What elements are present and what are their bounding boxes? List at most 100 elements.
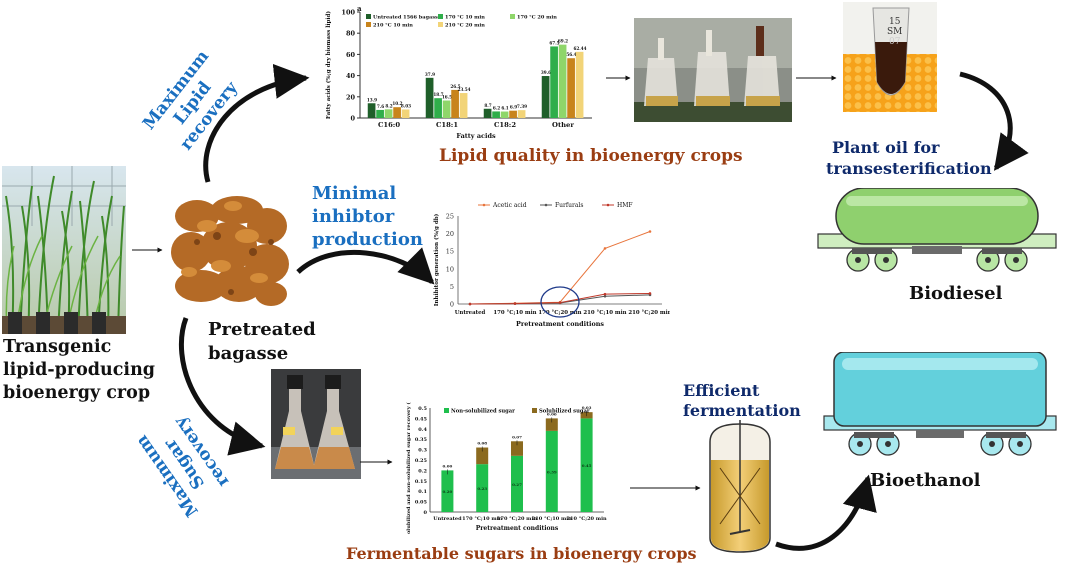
minimal-inhibitor-line3: production — [312, 229, 423, 250]
sugar-segment-label: 0.20 — [443, 489, 453, 494]
lipid-bar-label: 67.5 — [549, 40, 559, 45]
minimal-inhibitor-line2: inhibtor — [312, 206, 395, 227]
lipid-bar-label: 69.2 — [558, 39, 568, 44]
inhibitor-chart: 0 5 10 15 20 25 Untreated 170 °C;10 min 170 °C;2… — [433, 202, 670, 328]
bioethanol-tanker — [823, 352, 1057, 456]
crop-label-line2: lipid-producing — [3, 360, 156, 380]
lipid-bar-label: 6.2 — [493, 105, 500, 110]
sugar-segment-label: 0.00 — [443, 463, 453, 468]
sugar-segment-label: 0.39 — [547, 469, 557, 474]
inhibitor-category-label: 170 °C;20 min — [538, 310, 581, 316]
crop-label-line3: bioenergy crop — [3, 383, 151, 403]
pretreated-label: Pretreated bagasse — [208, 318, 316, 366]
sugar-legend-label: Non-solubilized sugar — [451, 409, 515, 415]
plant-oil-line2: transesterification — [826, 159, 992, 178]
lipid-bar-label: 26.5 — [450, 84, 460, 89]
efficient-fermentation-label: Efficient fermentation — [683, 381, 801, 421]
sugar-segment-label: 0.45 — [582, 463, 592, 468]
sugar-category-label: 210 °C;10 min — [532, 516, 572, 522]
lipid-bar-label: 62.44 — [573, 46, 586, 51]
plant-oil-label: Plant oil for transesterification — [826, 137, 992, 179]
inhibitor-category-label: 210 °C;10 min — [583, 310, 626, 316]
lipid-bar-label: 7.6 — [377, 104, 384, 109]
lipid-category-label: Other — [552, 121, 574, 129]
inhibitor-legend-marker — [482, 203, 486, 207]
minimal-inhibitor-line1: Minimal — [312, 183, 397, 204]
sugar-y-tick-label: 0.2 — [418, 468, 427, 474]
inhibitor-point — [603, 292, 607, 296]
minimal-inhibitor-label: Minimal inhibtor production — [312, 182, 423, 251]
lipid-bar — [459, 93, 468, 118]
sugar-segment-label: 0.07 — [512, 434, 522, 439]
inhibitor-point — [603, 294, 607, 298]
lipid-bar-label: 23.54 — [457, 87, 470, 92]
sugar-category-label: 170 °C;10 min — [462, 516, 502, 522]
pretreated-label-line1: Pretreated — [208, 319, 316, 340]
inhibitor-y-tick-label: 15 — [446, 248, 454, 256]
lipid-bar — [442, 100, 451, 118]
lipid-y-tick-label: 20 — [346, 93, 356, 101]
lipid-y-tick-label: 60 — [346, 51, 356, 59]
bioethanol-label: Bioethanol — [870, 470, 981, 491]
lipid-bar — [451, 89, 459, 118]
plant-oil-line1: Plant oil for — [832, 138, 940, 157]
lipid-legend-label: 210 °C 10 min — [373, 23, 413, 29]
sugar-category-label: 210 °C;20 min — [567, 516, 607, 522]
lipid-bar — [376, 109, 384, 118]
sugar-y-tick-label: 0.15 — [415, 479, 428, 485]
lipid-bar — [541, 76, 550, 118]
sugar-y-tick-label: 0.4 — [418, 427, 427, 433]
lipid-bar-label: 6.9 — [510, 105, 517, 110]
fermenter — [709, 420, 771, 553]
arrow-bagasse-to-inhibitor — [296, 247, 435, 285]
lipid-bar — [367, 103, 376, 118]
inhibitor-y-tick-label: 5 — [450, 283, 454, 291]
lipid-bar-label: 8.03 — [401, 103, 411, 108]
lipid-bar — [434, 98, 442, 118]
inhibitor-point — [603, 247, 607, 250]
crop-label-line1: Transgenic — [3, 337, 112, 357]
flask-photo — [271, 369, 361, 479]
sugar-bar-segment — [545, 418, 558, 431]
inhibitor-x-label: Pretreatment conditions — [516, 320, 604, 328]
lipid-bar-label: 7.39 — [517, 104, 527, 109]
lipid-bar-label: 39.6 — [541, 70, 551, 75]
sugar-segment-label: 0.23 — [477, 486, 487, 491]
sugar-chart: 0 0.05 0.1 0.15 0.2 0.25 0.3 0.35 0.4 0.45 0.5 Solu… — [405, 402, 607, 534]
inhibitor-y-tick-label: 25 — [446, 213, 454, 221]
lipid-bar — [550, 46, 558, 119]
lipid-legend-swatch — [366, 14, 371, 19]
arrow-tube-to-biodiesel — [959, 71, 1029, 171]
inhibitor-category-label: Untreated — [455, 310, 486, 316]
crop-label: Transgenic lipid-producing bioenergy cro… — [3, 336, 155, 405]
crop-photo — [2, 166, 126, 335]
lipid-chart: 0 20 40 60 80 100 a Fatty acids (%;g dry biomas… — [325, 4, 592, 140]
lipid-bar — [384, 109, 393, 118]
sugar-bar-segment — [511, 455, 523, 512]
lipid-y-label: Fatty acids (%;g dry biomass lipid) — [325, 11, 332, 120]
arrow-bagasse-to-lipid — [203, 64, 310, 183]
sugar-bar-segment — [476, 464, 489, 512]
inhibitor-category-label: 210 °C;20 min — [628, 310, 670, 316]
sugar-y-tick-label: 0.45 — [415, 416, 428, 422]
inhibitor-legend-label: Acetic acid — [492, 202, 527, 209]
tube-label-3: 07 — [889, 37, 901, 47]
lipid-bar — [517, 110, 526, 118]
lipid-bar-label: 10.2 — [392, 101, 402, 106]
inhibitor-y-tick-label: 10 — [446, 265, 454, 273]
lipid-x-label: Fatty acids — [456, 132, 496, 140]
lipid-bar — [558, 44, 567, 119]
lipid-legend-label: 210 °C 20 min — [445, 23, 485, 29]
sugar-bar-segment — [580, 418, 593, 512]
lipid-y-tick-label: 40 — [346, 72, 356, 80]
inhibitor-point — [468, 302, 472, 306]
arrow-fermenter-to-bioethanol — [775, 474, 877, 551]
inhibitor-highlight-ellipse — [540, 286, 580, 318]
sugar-segment-label: 0.03 — [582, 405, 592, 410]
sugar-bar-segment — [511, 441, 523, 456]
sugar-y-tick-label: 0.5 — [418, 406, 427, 412]
sugar-segment-label: 0.06 — [547, 411, 557, 416]
sugar-y-tick-label: 0.1 — [418, 489, 427, 495]
biodiesel-tanker — [817, 188, 1057, 272]
